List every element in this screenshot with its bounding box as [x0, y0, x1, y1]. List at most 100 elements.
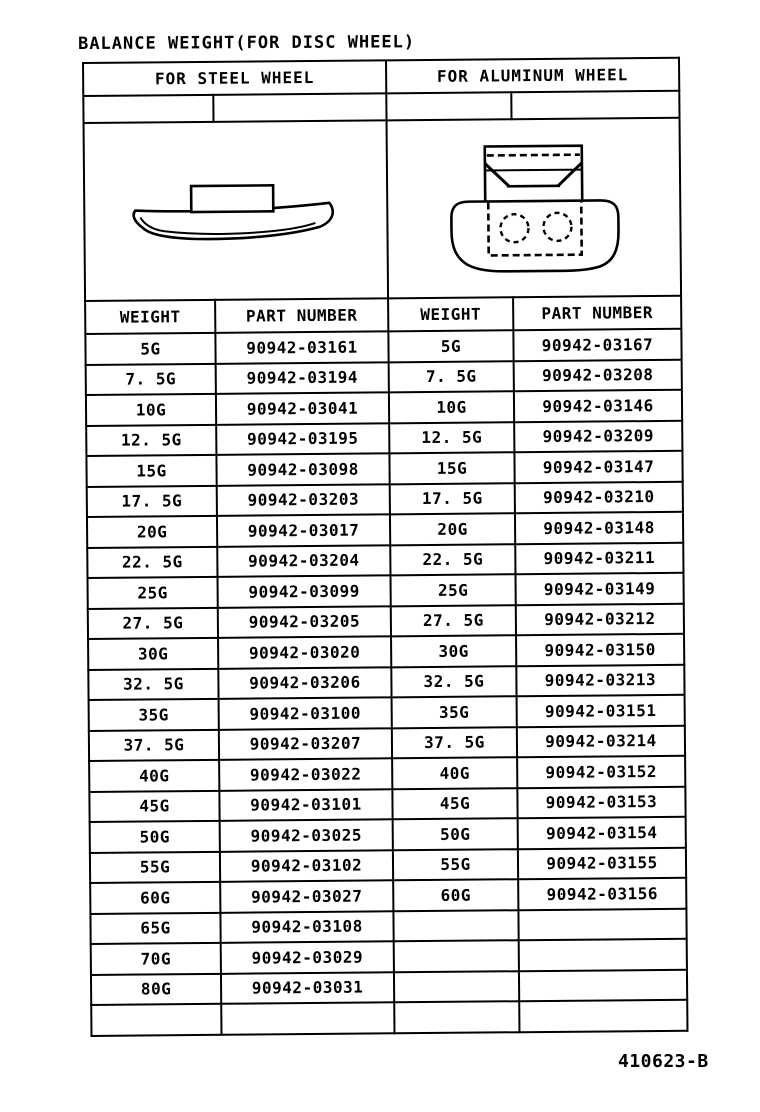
- steel-weight-cell: 80G: [90, 973, 222, 1005]
- steel-part-number-cell: 90942-03195: [216, 422, 390, 455]
- steel-weight-cell: 17. 5G: [86, 485, 217, 517]
- aluminum-weight-cell: 22. 5G: [390, 543, 516, 576]
- aluminum-weight-cell: 5G: [388, 330, 514, 362]
- steel-part-number-cell: 90942-03099: [217, 575, 391, 608]
- steel-weight-cell: [91, 1003, 222, 1036]
- steel-part-number-cell: 90942-03025: [219, 819, 393, 852]
- aluminum-part-number-cell: 90942-03156: [518, 877, 687, 910]
- aluminum-part-number-cell: 90942-03209: [514, 420, 683, 453]
- steel-part-number-cell: 90942-03205: [217, 605, 392, 638]
- steel-weight-cell: 10G: [85, 393, 217, 426]
- aluminum-weight-cell: 55G: [392, 848, 519, 881]
- aluminum-weight-cell: 45G: [392, 787, 518, 820]
- steel-part-number-cell: 90942-03029: [220, 941, 394, 974]
- steel-part-number-cell: 90942-03020: [218, 636, 392, 669]
- aluminum-part-number-cell: 90942-03153: [517, 786, 686, 819]
- steel-part-number-cell: 90942-03161: [215, 331, 389, 364]
- aluminum-weight-cell: 25G: [390, 574, 516, 606]
- steel-part-number-cell: [221, 1002, 395, 1035]
- steel-weight-cell: 32. 5G: [88, 668, 219, 700]
- steel-weight-cell: 27. 5G: [87, 607, 219, 639]
- aluminum-part-number-cell: 90942-03167: [513, 328, 682, 361]
- aluminum-weight-cell: 27. 5G: [390, 604, 517, 637]
- column-header-row: WEIGHT PART NUMBER WEIGHT PART NUMBER: [85, 295, 682, 334]
- aluminum-weight-cell: [393, 940, 519, 972]
- diagram-row: [83, 117, 682, 301]
- aluminum-weight-cell: 40G: [392, 757, 518, 789]
- steel-weight-cell: 40G: [89, 759, 220, 792]
- aluminum-part-number-cell: 90942-03211: [515, 542, 684, 575]
- section-header-aluminum: FOR ALUMINUM WHEEL: [385, 57, 680, 94]
- steel-weight-cell: 22. 5G: [87, 546, 218, 578]
- steel-part-number-cell: 90942-03206: [218, 666, 392, 699]
- aluminum-part-number-cell: [518, 908, 687, 941]
- steel-part-number-cell: 90942-03102: [219, 849, 394, 882]
- steel-part-number-cell: 90942-03017: [216, 514, 391, 547]
- aluminum-weight-cell: 20G: [389, 513, 516, 545]
- steel-weight-cell: 60G: [90, 881, 221, 914]
- balance-weight-table: FOR STEEL WHEEL FOR ALUMINUM WHEEL: [82, 57, 688, 1037]
- steel-weight-header: WEIGHT: [85, 299, 216, 334]
- steel-weight-cell: 50G: [89, 820, 220, 853]
- blank-cell: [83, 94, 214, 123]
- aluminum-weight-cell: 30G: [391, 635, 517, 667]
- steel-part-number-cell: 90942-03204: [217, 544, 391, 577]
- aluminum-part-number-cell: 90942-03212: [515, 603, 685, 636]
- steel-part-number-header: PART NUMBER: [215, 298, 389, 333]
- aluminum-part-number-cell: 90942-03150: [516, 633, 685, 666]
- aluminum-weight-cell: 35G: [391, 696, 517, 728]
- aluminum-weight-cell: 32. 5G: [391, 665, 517, 698]
- table-row: [91, 999, 688, 1036]
- steel-weight-cell: 37. 5G: [88, 729, 220, 761]
- steel-weight-cell: 5G: [85, 332, 216, 365]
- steel-part-number-cell: 90942-03041: [215, 392, 390, 425]
- aluminum-weight-cell: 37. 5G: [391, 726, 518, 759]
- aluminum-part-number-cell: 90942-03208: [513, 359, 682, 392]
- steel-weight-cell: 20G: [86, 515, 218, 548]
- aluminum-part-number-cell: 90942-03210: [514, 481, 683, 514]
- aluminum-part-number-cell: 90942-03148: [514, 511, 684, 544]
- steel-weight-cell: 30G: [88, 637, 219, 670]
- steel-part-number-cell: 90942-03027: [220, 880, 394, 913]
- steel-weight-cell: 70G: [90, 942, 221, 975]
- aluminum-weight-header: WEIGHT: [388, 297, 514, 332]
- aluminum-part-number-header: PART NUMBER: [513, 295, 682, 331]
- aluminum-weight-cell: 60G: [393, 879, 519, 911]
- aluminum-part-number-cell: 90942-03147: [514, 450, 683, 483]
- steel-weight-cell: 65G: [90, 912, 221, 944]
- steel-weight-cell: 35G: [88, 698, 219, 731]
- table-body: 5G 90942-03161 5G 90942-03167 7. 5G 90942-031…: [85, 328, 688, 1036]
- steel-part-number-cell: 90942-03203: [216, 483, 390, 516]
- aluminum-part-number-cell: 90942-03213: [516, 664, 685, 697]
- aluminum-part-number-cell: [518, 969, 688, 1002]
- aluminum-part-number-cell: 90942-03146: [513, 389, 683, 422]
- aluminum-weight-cell: [393, 909, 519, 942]
- aluminum-part-number-cell: 90942-03152: [517, 755, 686, 788]
- aluminum-part-number-cell: 90942-03214: [516, 725, 686, 758]
- steel-part-number-cell: 90942-03098: [216, 453, 390, 486]
- aluminum-weight-cell: 50G: [392, 818, 518, 850]
- page-title: BALANCE WEIGHT(FOR DISC WHEEL): [78, 32, 416, 54]
- steel-weight-cell: 15G: [86, 454, 217, 487]
- aluminum-weight-diagram: [450, 144, 620, 273]
- blank-cell: [213, 93, 387, 122]
- steel-part-number-cell: 90942-03207: [218, 727, 393, 760]
- aluminum-weight-cell: 10G: [388, 391, 515, 423]
- aluminum-part-number-cell: 90942-03149: [515, 572, 684, 605]
- aluminum-weight-cell: [393, 970, 520, 1003]
- aluminum-part-number-cell: 90942-03155: [517, 847, 687, 880]
- section-title-row: FOR STEEL WHEEL FOR ALUMINUM WHEEL: [83, 57, 680, 96]
- steel-weight-cell: 25G: [87, 576, 218, 609]
- steel-part-number-cell: 90942-03022: [219, 758, 393, 791]
- steel-weight-diagram-cell: [83, 120, 389, 301]
- section-header-steel: FOR STEEL WHEEL: [83, 60, 387, 96]
- aluminum-part-number-cell: 90942-03151: [516, 694, 685, 727]
- aluminum-weight-cell: 7. 5G: [388, 360, 514, 393]
- steel-part-number-cell: 90942-03100: [218, 697, 392, 730]
- steel-weight-cell: 7. 5G: [85, 363, 216, 395]
- steel-part-number-cell: 90942-03194: [215, 361, 389, 394]
- parts-table-sheet: FOR STEEL WHEEL FOR ALUMINUM WHEEL: [82, 57, 688, 1037]
- blank-cell: [511, 90, 680, 120]
- aluminum-part-number-cell: 90942-03154: [517, 816, 686, 849]
